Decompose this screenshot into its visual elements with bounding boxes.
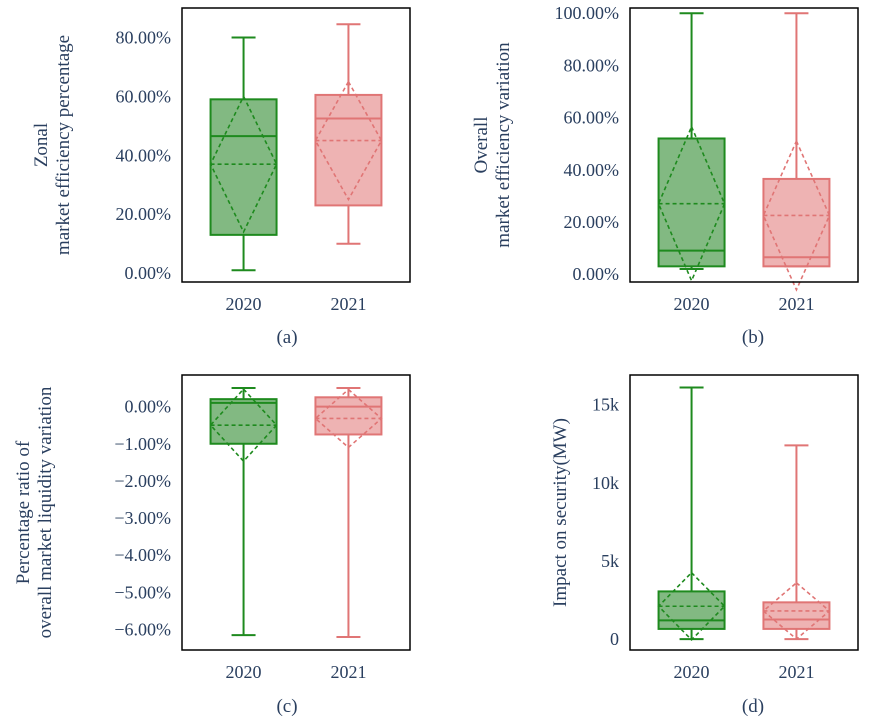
panel-d-frame	[629, 374, 859, 651]
y-tick-label: 60.00%	[564, 108, 620, 128]
x-tick-label: 2020	[226, 662, 262, 682]
panel-a: 0.00% 20.00% 40.00% 60.00% 80.00% 2020 2021 Zon…	[31, 7, 411, 348]
panel-caption: (d)	[742, 696, 764, 717]
x-tick-label: 2020	[226, 294, 262, 314]
panel-d-box-2020	[657, 386, 726, 641]
sd-diamond	[209, 94, 278, 234]
sd-diamond	[762, 139, 831, 292]
x-tick-label: 2020	[674, 294, 710, 314]
sd-diamond	[657, 571, 726, 641]
y-tick-label: 0.00%	[573, 264, 620, 284]
x-tick-label: 2021	[330, 294, 366, 314]
y-axis-label-line: Percentage ratio of	[13, 440, 34, 584]
y-axis-label: Impact on security(MW)	[550, 418, 571, 607]
iqr-box	[314, 396, 383, 436]
y-axis-label: Overallmarket efficiency variation	[471, 42, 514, 248]
y-tick-label: 0.00%	[125, 263, 172, 283]
panel-b: 0.00% 20.00% 40.00% 60.00% 80.00% 100.00% 2020…	[471, 3, 859, 348]
y-axis-label-line: market efficiency percentage	[53, 35, 74, 255]
y-axis-label-line: Zonal	[31, 123, 52, 167]
panel-caption: (c)	[276, 696, 297, 717]
x-tick-label: 2021	[330, 662, 366, 682]
y-tick-label: 60.00%	[116, 86, 172, 106]
y-axis-label-line: Impact on security(MW)	[550, 418, 571, 607]
panel-a-box-2020	[209, 36, 278, 272]
y-tick-label: 5k	[601, 551, 619, 571]
panel-c: 0.00% −1.00% −2.00% −3.00% −4.00% −5.00% −6.00…	[13, 374, 411, 717]
y-axis-label-line: Overall	[471, 117, 492, 174]
panel-caption: (b)	[742, 327, 764, 348]
x-tick-label: 2021	[778, 294, 814, 314]
iqr-box	[657, 590, 726, 630]
y-tick-label: 20.00%	[564, 212, 620, 232]
y-tick-label: −3.00%	[114, 508, 171, 528]
iqr-box	[657, 137, 726, 268]
y-tick-label: 15k	[592, 395, 619, 415]
y-tick-label: 20.00%	[116, 204, 172, 224]
panel-d: 0 5k 10k 15k 2020 2021 Impact on security(MW) (…	[550, 374, 859, 717]
panel-b-box-2020	[657, 12, 726, 283]
sd-diamond	[314, 388, 383, 449]
y-tick-label: 10k	[592, 473, 619, 493]
sd-diamond	[209, 387, 278, 463]
y-tick-label: 40.00%	[116, 145, 172, 165]
panel-c-box-2021	[314, 387, 383, 638]
panel-c-frame	[181, 374, 411, 651]
panel-a-box-2021	[314, 23, 383, 245]
y-tick-label: −4.00%	[114, 545, 171, 565]
y-axis-label-line: overall market liquidity variation	[35, 386, 56, 638]
panel-b-frame	[629, 7, 859, 283]
y-axis-label-line: market efficiency variation	[493, 42, 514, 248]
y-axis-label: Percentage ratio ofoverall market liquid…	[13, 386, 56, 638]
iqr-box	[762, 601, 831, 630]
y-tick-label: 0	[610, 629, 619, 649]
x-tick-label: 2021	[778, 662, 814, 682]
panel-c-box-2020	[209, 387, 278, 637]
panel-b-box-2021	[762, 12, 831, 292]
y-tick-label: 80.00%	[564, 55, 620, 75]
y-tick-label: 0.00%	[125, 397, 172, 417]
y-tick-label: −6.00%	[114, 620, 171, 640]
y-axis-label: Zonalmarket efficiency percentage	[31, 35, 74, 255]
panel-d-box-2021	[762, 444, 831, 641]
y-tick-label: −2.00%	[114, 471, 171, 491]
iqr-box	[762, 177, 831, 268]
x-tick-label: 2020	[674, 662, 710, 682]
y-tick-label: −5.00%	[114, 582, 171, 602]
iqr-box	[209, 98, 278, 236]
y-tick-label: 80.00%	[116, 27, 172, 47]
y-tick-label: 40.00%	[564, 160, 620, 180]
panel-a-frame	[181, 7, 411, 283]
sd-diamond	[314, 80, 383, 202]
panel-caption: (a)	[276, 327, 297, 348]
y-tick-label: 100.00%	[555, 3, 620, 23]
sd-diamond	[762, 581, 831, 641]
y-tick-label: −1.00%	[114, 434, 171, 454]
iqr-box	[314, 93, 383, 207]
